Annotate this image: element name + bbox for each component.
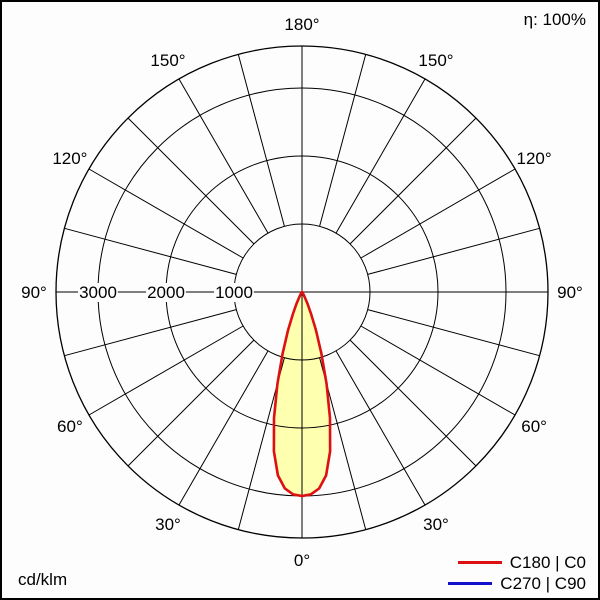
grid-spoke [178,350,269,506]
grid-spoke [88,325,244,416]
legend-label-c270-c90: C270 | C90 [500,573,586,593]
ring-label-bg [146,283,186,302]
ring-label-bg [214,283,254,302]
angle-label-0: 0° [294,551,310,570]
grid-spoke [367,227,540,275]
grid-spoke [367,309,540,357]
curve-c180-c0 [272,289,332,498]
angle-label-150: 150° [418,51,453,70]
ring-label-3000: 3000 [79,283,117,302]
legend-label-c180-c0: C180 | C0 [509,552,586,572]
grid-spoke [319,54,367,227]
legend-item-c180-c0: C180 | C0 [448,552,586,573]
grid-spoke [127,339,255,467]
angle-label-30: 30° [423,515,449,534]
ring-label-1000: 1000 [215,283,253,302]
grid-spoke [349,117,477,245]
angle-label-150: 150° [150,51,185,70]
legend-item-c270-c90: C270 | C90 [448,573,586,594]
angle-label-60: 60° [521,417,547,436]
grid-spoke [349,339,477,467]
grid-spoke [127,117,255,245]
grid-spoke [360,168,516,259]
grid-spoke [88,168,244,259]
grid-spoke [360,325,516,416]
grid-spoke [237,54,285,227]
legend-line-blue [448,582,493,585]
ring-label-bg [78,283,118,302]
angle-label-30: 30° [155,515,181,534]
unit-label: cd/klm [18,570,68,589]
ring-label-2000: 2000 [147,283,185,302]
grid-spoke [178,78,269,234]
angle-label-120: 120° [52,149,87,168]
angle-label-90: 90° [21,283,47,302]
angle-label-60: 60° [57,417,83,436]
grid-spoke [335,78,426,234]
grid-spoke [64,309,237,357]
angle-label-90: 90° [557,283,583,302]
legend: C180 | C0 C270 | C90 [448,552,586,594]
efficiency-label: η: 100% [523,10,586,29]
angle-label-180: 180° [284,15,319,34]
angle-label-120: 120° [517,149,552,168]
legend-line-red [457,561,502,564]
grid-spoke [64,227,237,275]
grid-spoke [335,350,426,506]
